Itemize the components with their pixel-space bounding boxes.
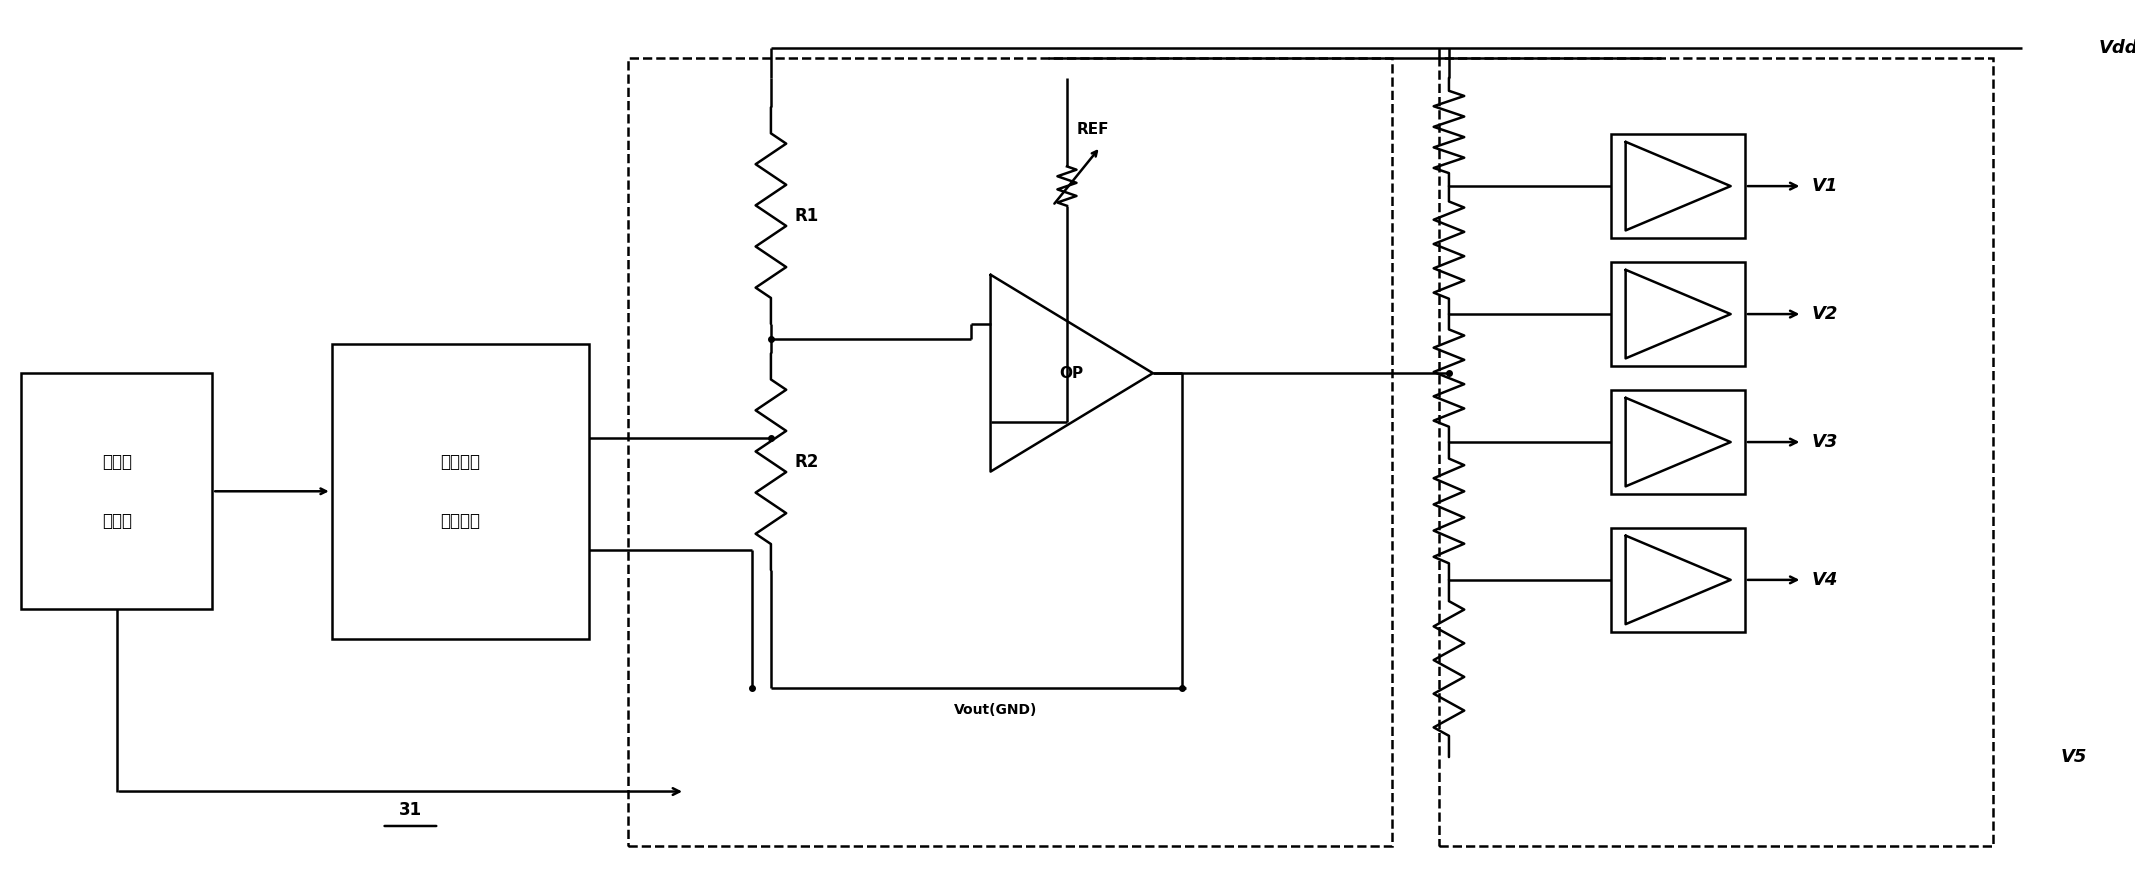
Bar: [1612, 134, 1744, 238]
Text: OP: OP: [1059, 366, 1085, 381]
Text: 31: 31: [399, 801, 423, 820]
Bar: [1612, 390, 1744, 494]
Text: R1: R1: [794, 207, 820, 225]
Bar: [21, 373, 211, 609]
Text: V3: V3: [1813, 433, 1838, 451]
Text: 号接口: 号接口: [102, 512, 132, 530]
Text: Vout(GND): Vout(GND): [954, 703, 1038, 717]
Bar: [331, 343, 589, 639]
Text: V1: V1: [1813, 178, 1838, 195]
Text: V4: V4: [1813, 571, 1838, 589]
Text: 信号位准: 信号位准: [440, 453, 480, 471]
Bar: [628, 58, 1392, 846]
Text: 转换电路: 转换电路: [440, 512, 480, 530]
Bar: [1612, 262, 1744, 367]
Text: V5: V5: [2060, 748, 2086, 766]
Text: R2: R2: [794, 453, 820, 471]
Bar: [1439, 58, 1994, 846]
Text: V2: V2: [1813, 305, 1838, 323]
Text: Vdd: Vdd: [2099, 39, 2135, 57]
Text: 控制信: 控制信: [102, 453, 132, 471]
Text: REF: REF: [1076, 122, 1108, 136]
Bar: [1612, 528, 1744, 632]
